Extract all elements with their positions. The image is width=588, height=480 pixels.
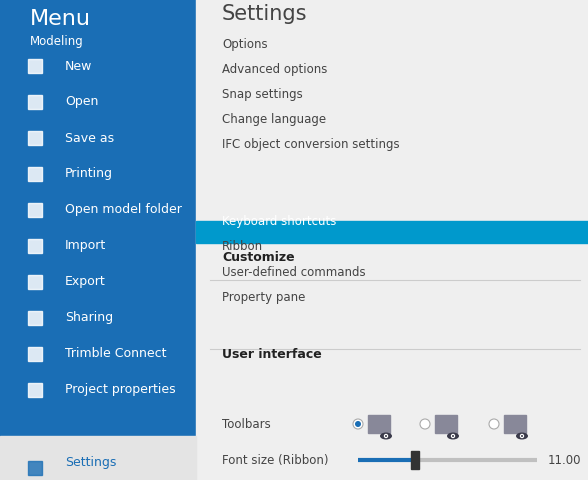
Text: Save as: Save as xyxy=(65,131,114,144)
Bar xyxy=(196,222,588,243)
Circle shape xyxy=(385,435,387,437)
Bar xyxy=(28,204,42,217)
Ellipse shape xyxy=(380,432,392,440)
Text: Trimble Connect: Trimble Connect xyxy=(65,347,166,360)
Text: Menu: Menu xyxy=(30,9,91,29)
Circle shape xyxy=(451,434,455,438)
Text: Settings: Settings xyxy=(222,4,308,24)
Text: Options: Options xyxy=(222,38,268,51)
Bar xyxy=(28,96,42,110)
Bar xyxy=(28,461,42,475)
Circle shape xyxy=(420,419,430,429)
Bar xyxy=(28,276,42,289)
Text: Import: Import xyxy=(65,239,106,252)
Bar xyxy=(28,312,42,325)
Circle shape xyxy=(489,419,499,429)
Bar xyxy=(411,451,419,469)
Text: Advanced options: Advanced options xyxy=(222,63,328,76)
Ellipse shape xyxy=(447,432,459,440)
Circle shape xyxy=(521,435,523,437)
Text: Font size (Ribbon): Font size (Ribbon) xyxy=(222,454,329,467)
Bar xyxy=(504,415,526,433)
Circle shape xyxy=(355,421,361,427)
Bar xyxy=(0,436,196,480)
Bar xyxy=(28,383,42,397)
Text: Modeling: Modeling xyxy=(30,35,83,48)
Bar xyxy=(28,168,42,181)
Bar xyxy=(435,415,457,433)
Ellipse shape xyxy=(516,432,528,440)
Text: User interface: User interface xyxy=(222,347,322,360)
Text: Project properties: Project properties xyxy=(65,383,176,396)
Bar xyxy=(28,60,42,74)
Text: Open model folder: Open model folder xyxy=(65,203,182,216)
Text: Change language: Change language xyxy=(222,113,326,126)
Text: IFC object conversion settings: IFC object conversion settings xyxy=(222,138,400,151)
Bar xyxy=(28,132,42,146)
Circle shape xyxy=(384,434,388,438)
Text: Property pane: Property pane xyxy=(222,290,305,303)
Circle shape xyxy=(452,435,454,437)
Text: Sharing: Sharing xyxy=(65,311,113,324)
Text: Settings: Settings xyxy=(65,455,116,468)
Bar xyxy=(0,0,196,480)
Text: New: New xyxy=(65,60,92,72)
Text: Export: Export xyxy=(65,275,106,288)
Bar xyxy=(368,415,390,433)
Text: Keyboard shortcuts: Keyboard shortcuts xyxy=(222,215,336,228)
Text: Ribbon: Ribbon xyxy=(222,240,263,253)
Text: Toolbars: Toolbars xyxy=(222,418,270,431)
Text: Snap settings: Snap settings xyxy=(222,88,303,101)
Bar xyxy=(196,0,588,480)
Bar xyxy=(28,240,42,253)
Text: Customize: Customize xyxy=(222,251,295,264)
Text: User-defined commands: User-defined commands xyxy=(222,265,366,278)
Text: 11.00: 11.00 xyxy=(548,454,582,467)
Circle shape xyxy=(520,434,524,438)
Bar xyxy=(28,347,42,361)
Text: Open: Open xyxy=(65,96,98,108)
Text: Printing: Printing xyxy=(65,167,113,180)
Circle shape xyxy=(353,419,363,429)
